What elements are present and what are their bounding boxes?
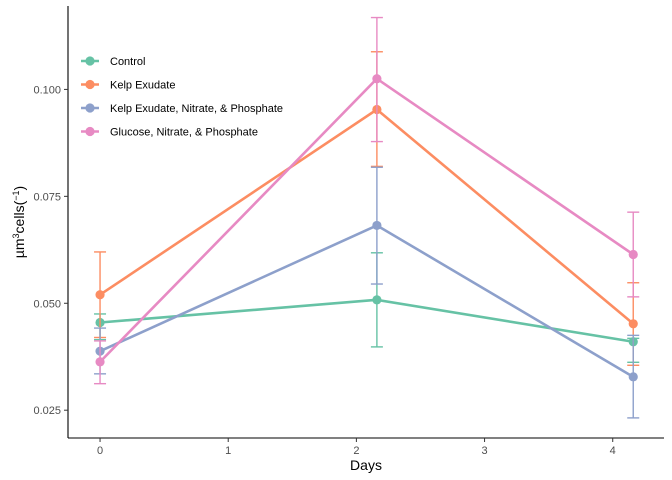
data-point [628,372,638,382]
series-1 [94,51,640,366]
legend-item: Kelp Exudate, Nitrate, & Phosphate [81,103,283,115]
x-tick-label: 3 [481,445,487,457]
series-0 [94,252,640,363]
data-point [95,290,105,300]
legend-key-point [85,126,95,137]
data-point [95,357,105,367]
series-2 [94,166,640,419]
series-layer [94,16,640,419]
y-tick-label: 0.075 [33,191,61,203]
legend-label: Kelp Exudate, Nitrate, & Phosphate [110,103,283,115]
y-tick-label: 0.100 [33,84,61,96]
y-tick-label: 0.025 [33,405,61,417]
legend: Control Kelp Exudate Kelp Exudate, Nitrate… [81,56,283,139]
series-3 [94,16,640,385]
y-tick-label: 0.050 [33,298,61,310]
x-tick-label: 0 [97,445,103,457]
series-line [99,77,634,363]
x-tick-label: 1 [225,445,231,457]
data-point [628,249,638,260]
legend-label: Glucose, Nitrate, & Phosphate [110,127,258,139]
legend-key-point [85,56,95,66]
ticks-layer: 0 1 2 3 4 0.025 0.050 0.075 0.100 [33,84,615,457]
x-tick-label: 2 [353,445,359,457]
data-point [628,319,638,329]
legend-label: Kelp Exudate [110,80,175,92]
data-point [372,220,382,231]
legend-item: Control [81,56,145,68]
data-point [372,74,382,84]
x-tick-label: 4 [610,445,616,457]
legend-label: Control [110,56,145,68]
legend-item: Kelp Exudate [81,80,175,92]
data-point [372,295,382,305]
axes-layer [67,6,664,439]
legend-item: Glucose, Nitrate, & Phosphate [81,127,258,139]
y-axis-title: µm3cells(−1) [11,186,27,258]
legend-key-point [85,103,95,113]
x-axis-title: Days [350,457,382,473]
series-line [99,108,635,325]
series-line [99,298,634,344]
legend-key-point [85,79,95,90]
